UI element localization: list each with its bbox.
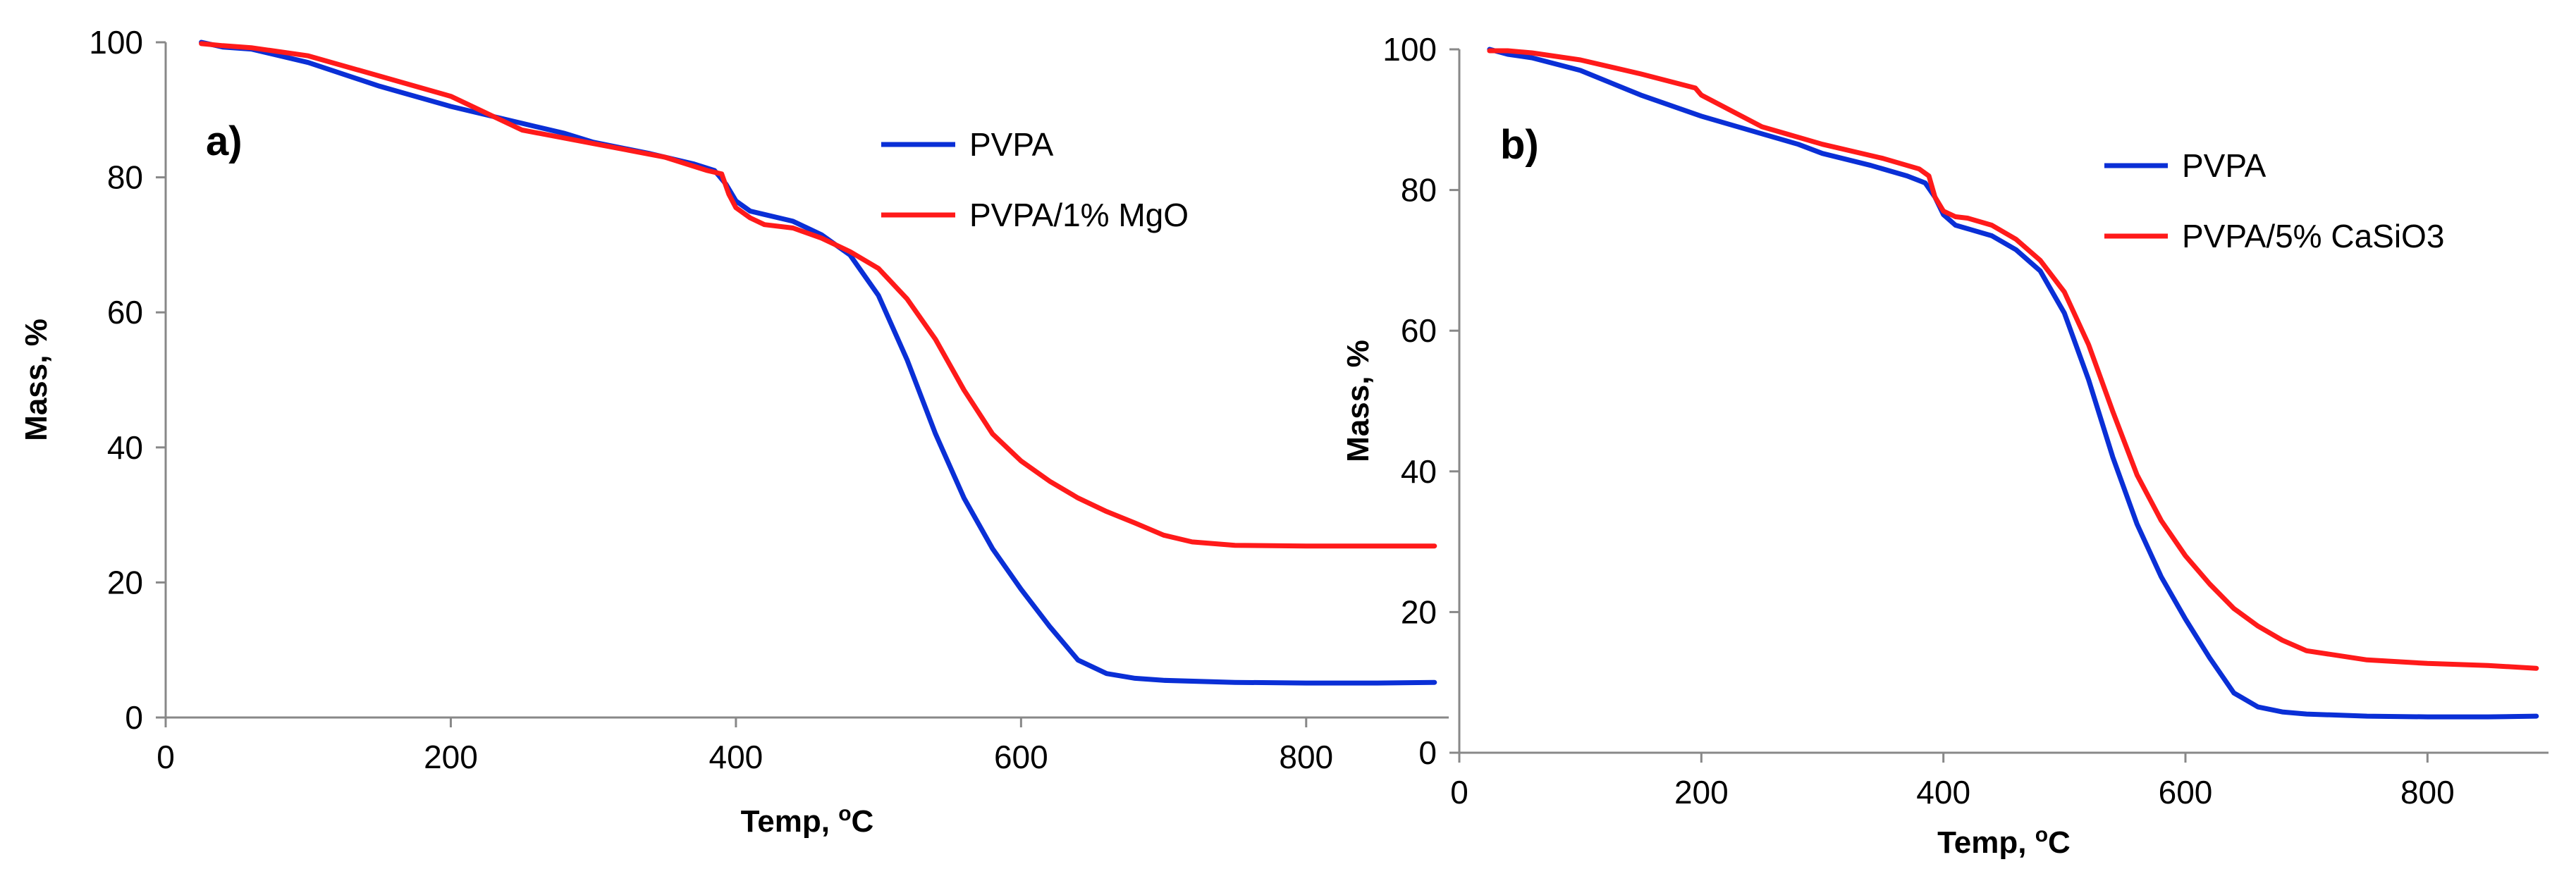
y-tick-label: 60 bbox=[1401, 312, 1437, 349]
x-tick-label: 600 bbox=[994, 739, 1048, 775]
chart-panel-b: 0 20 40 60 80 100 0 200 400 600 800 Mass, % Temp, oC… bbox=[1341, 31, 2549, 860]
x-tick-label: 200 bbox=[424, 739, 478, 775]
panel-label: a) bbox=[206, 118, 243, 164]
legend-label: PVPA/1% MgO bbox=[969, 197, 1189, 233]
series-line-pvpa bbox=[199, 39, 1437, 686]
legend-label: PVPA bbox=[2182, 147, 2267, 184]
x-tick-label: 800 bbox=[1279, 739, 1333, 775]
x-tick-label: 400 bbox=[1916, 774, 1970, 811]
x-tick-label: 400 bbox=[709, 739, 763, 775]
legend-label: PVPA bbox=[969, 126, 1054, 163]
series-line-pvpa bbox=[1487, 47, 2539, 720]
y-tick-label: 100 bbox=[89, 24, 143, 61]
y-tick-label: 0 bbox=[125, 699, 143, 736]
y-tick-label: 80 bbox=[107, 159, 143, 196]
y-axis-title: Mass, % bbox=[19, 319, 54, 441]
y-tick-label: 0 bbox=[1418, 734, 1437, 771]
x-tick-label: 0 bbox=[157, 739, 175, 775]
y-tick-label: 80 bbox=[1401, 172, 1437, 209]
y-axis-title: Mass, % bbox=[1341, 340, 1375, 462]
y-tick-label: 40 bbox=[107, 429, 143, 466]
x-axis-title: Temp, oC bbox=[1937, 823, 2071, 860]
y-tick-label: 100 bbox=[1382, 31, 1437, 68]
x-tick-label: 200 bbox=[1674, 774, 1729, 811]
legend-label: PVPA/5% CaSiO3 bbox=[2182, 218, 2444, 254]
x-axis-title: Temp, oC bbox=[741, 802, 874, 839]
series-line-pvpa-5-casio3 bbox=[1487, 48, 2539, 671]
series-line-pvpa-1-mgo bbox=[199, 41, 1437, 549]
panel-label: b) bbox=[1500, 122, 1539, 168]
x-tick-label: 0 bbox=[1450, 774, 1468, 811]
y-tick-label: 60 bbox=[107, 294, 143, 331]
y-tick-label: 20 bbox=[107, 564, 143, 600]
x-tick-label: 600 bbox=[2159, 774, 2213, 811]
x-tick-label: 800 bbox=[2400, 774, 2455, 811]
y-tick-label: 20 bbox=[1401, 593, 1437, 630]
y-tick-label: 40 bbox=[1401, 453, 1437, 490]
